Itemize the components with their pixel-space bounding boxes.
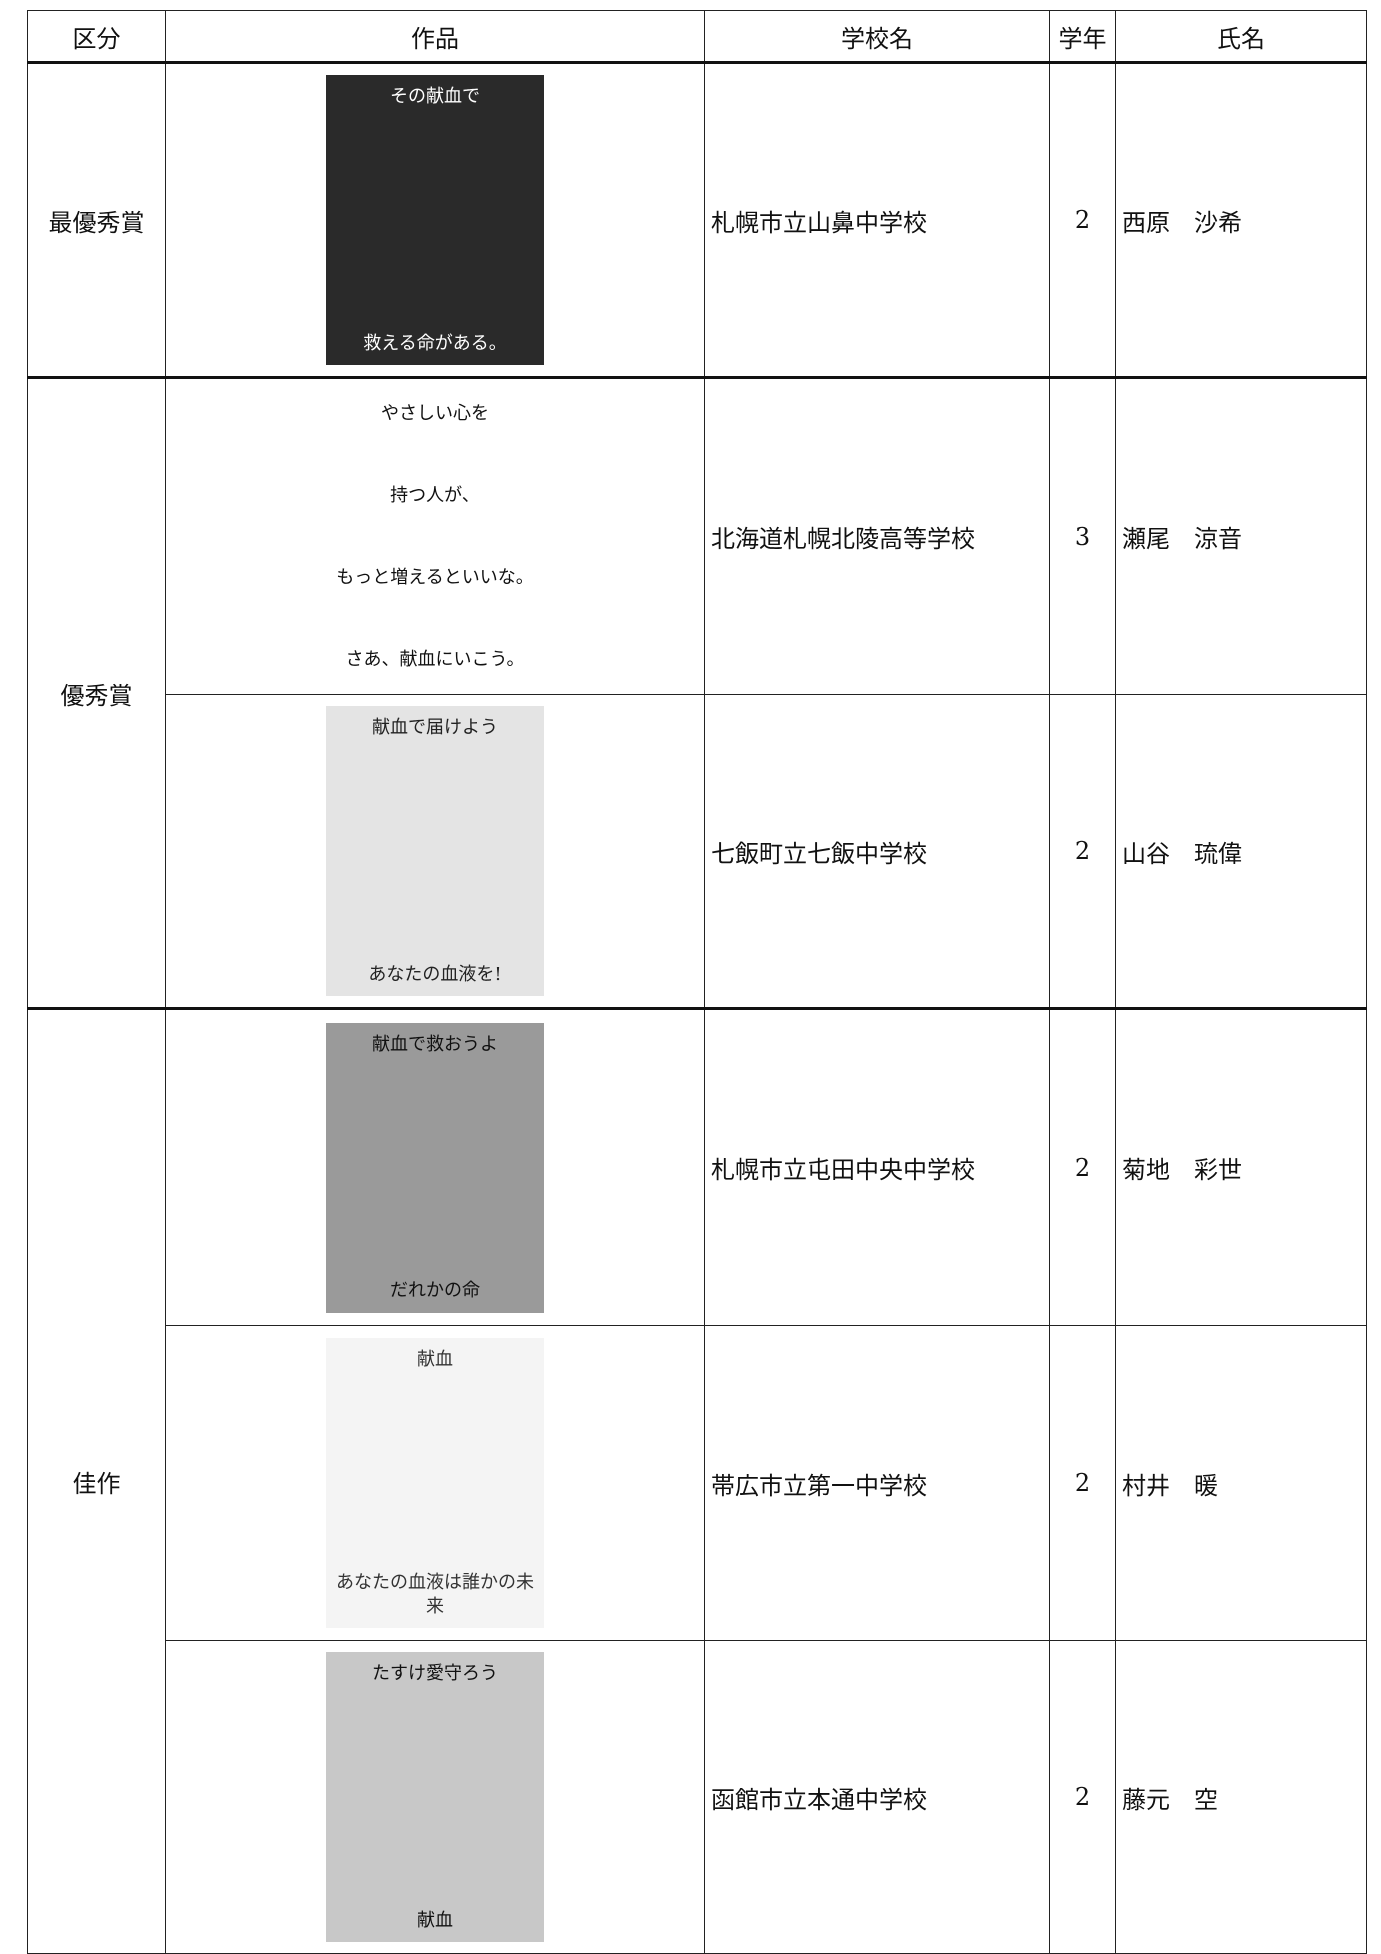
- header-cell: 区分: [27, 10, 166, 63]
- poster: 献血で救おうよ だれかの命: [326, 1022, 544, 1313]
- entry-row: 佳作 献血で救おうよ だれかの命 札幌市立屯田中央中学校 2 菊地 彩世: [27, 1007, 1367, 1954]
- header-cell: 氏名: [1115, 10, 1367, 63]
- poster: やさしい心を 持つ人が、もっと増えるといいな。 さあ、献血にいこう。: [326, 391, 544, 682]
- poster-text: 救える命がある。: [363, 332, 507, 354]
- artwork-cell: 献血あなたの血液は誰かの未来: [165, 1325, 705, 1641]
- poster-text: さあ、献血にいこう。: [345, 649, 525, 671]
- category: 優秀賞: [27, 376, 166, 1009]
- entry-row: たすけ愛守ろう 献血 函館市立本通中学校 2 藤元 空: [28, 1640, 1367, 1954]
- name: 瀬尾 涼音: [1115, 376, 1367, 695]
- entry-row: 優秀賞 やさしい心を 持つ人が、 もっと増えるといいな。 さあ、献血にいこう。 北海道札幌…: [27, 376, 1367, 1009]
- artwork-cell: やさしい心を 持つ人が、もっと増えるといいな。 さあ、献血にいこう。: [165, 376, 705, 695]
- grade: 3: [1049, 376, 1116, 695]
- poster-text: 献血で届けよう: [372, 717, 498, 738]
- poster-text: 持つ人が、: [390, 484, 480, 506]
- school: 帯広市立第一中学校: [704, 1325, 1050, 1641]
- poster-text: その献血で: [390, 86, 480, 107]
- poster-text: あなたの血液は誰かの未来: [336, 1572, 534, 1617]
- name: 藤元 空: [1115, 1640, 1367, 1954]
- poster-text: だれかの命: [390, 1280, 480, 1302]
- grade: 2: [1049, 1640, 1116, 1954]
- header-cell: 作品: [165, 10, 705, 63]
- artwork-cell: 献血で救おうよ だれかの命: [165, 1007, 705, 1326]
- award-table: 区分 作品 学校名 学年 氏名 最優秀賞 その献血で 救える命がある。 札幌市立山鼻中学校 2 西…: [27, 10, 1367, 1954]
- poster-text: 献血: [417, 1349, 453, 1370]
- category: 佳作: [27, 1007, 166, 1954]
- grade: 2: [1049, 1007, 1116, 1326]
- grade: 2: [1049, 61, 1116, 378]
- entry-row: 献血で届けよう あなたの血液を! 七飯町立七飯中学校 2 山谷 琉偉: [28, 694, 1367, 1009]
- school: 札幌市立山鼻中学校: [704, 61, 1050, 378]
- name: 山谷 琉偉: [1115, 694, 1367, 1009]
- poster: 献血あなたの血液は誰かの未来: [326, 1338, 544, 1628]
- poster-text: 献血: [417, 1909, 453, 1931]
- poster: たすけ愛守ろう 献血: [326, 1652, 544, 1942]
- school: 七飯町立七飯中学校: [704, 694, 1050, 1009]
- poster-text: 献血で救おうよ: [372, 1033, 498, 1055]
- school: 北海道札幌北陵高等学校: [704, 376, 1050, 695]
- category: 最優秀賞: [27, 61, 166, 378]
- school: 函館市立本通中学校: [704, 1640, 1050, 1954]
- poster-text: もっと増えるといいな。: [336, 566, 534, 588]
- artwork-cell: 献血で届けよう あなたの血液を!: [165, 694, 705, 1009]
- poster-text: あなたの血液を!: [368, 963, 502, 985]
- grade: 2: [1049, 1325, 1116, 1641]
- artwork-cell: たすけ愛守ろう 献血: [165, 1640, 705, 1954]
- poster: その献血で救える命がある。: [326, 75, 544, 365]
- poster-text: たすけ愛守ろう: [372, 1663, 498, 1684]
- name: 西原 沙希: [1115, 61, 1367, 378]
- grade: 2: [1049, 694, 1116, 1009]
- poster: 献血で届けよう あなたの血液を!: [326, 706, 544, 996]
- name: 村井 暖: [1115, 1325, 1367, 1641]
- entry-row: 献血 あなたの血液は誰かの未来 帯広市立第一中学校 2 村井 暖: [28, 1325, 1367, 1641]
- header-row: 区分 作品 学校名 学年 氏名: [27, 10, 1367, 63]
- header-cell: 学校名: [704, 10, 1050, 63]
- artwork-cell: その献血で救える命がある。: [165, 61, 705, 378]
- name: 菊地 彩世: [1115, 1007, 1367, 1326]
- school: 札幌市立屯田中央中学校: [704, 1007, 1050, 1326]
- entry-row: 最優秀賞 その献血で 救える命がある。 札幌市立山鼻中学校 2 西原 沙希: [27, 61, 1367, 378]
- header-cell: 学年: [1049, 10, 1116, 63]
- poster-text: やさしい心を: [381, 402, 489, 424]
